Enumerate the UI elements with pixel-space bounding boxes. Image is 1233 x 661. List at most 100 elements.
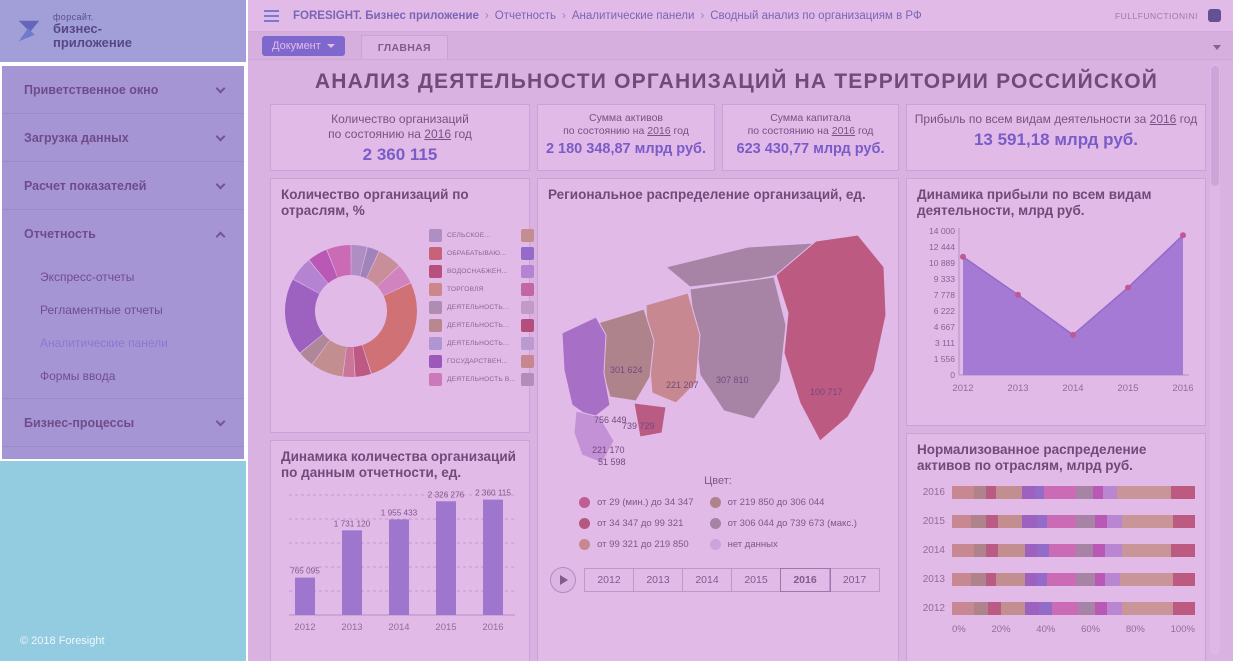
bar-segment[interactable] xyxy=(998,514,1023,528)
bar[interactable] xyxy=(436,501,456,615)
data-point[interactable] xyxy=(1180,232,1186,239)
app-logo[interactable]: форсайт. бизнес- приложение xyxy=(0,0,246,64)
donut-segment[interactable] xyxy=(353,345,372,377)
bar-segment[interactable] xyxy=(1037,572,1047,586)
map-region-west[interactable] xyxy=(561,316,611,420)
bar-segment[interactable] xyxy=(1051,601,1079,615)
donut-segment[interactable] xyxy=(300,333,330,365)
scrollbar-thumb[interactable] xyxy=(1211,66,1219,186)
bar-segment[interactable] xyxy=(1078,601,1096,615)
vertical-scrollbar[interactable] xyxy=(1210,64,1220,655)
sidebar-item-business-processes[interactable]: Бизнес-процессы xyxy=(2,399,244,447)
bar-segment[interactable] xyxy=(1024,601,1040,615)
donut-segment[interactable] xyxy=(377,265,411,296)
sidebar-item-data-load[interactable]: Загрузка данных xyxy=(2,114,244,162)
bar-segment[interactable] xyxy=(1075,572,1096,586)
bar-segment[interactable] xyxy=(986,514,999,528)
donut-segment[interactable] xyxy=(351,244,368,276)
bar[interactable] xyxy=(389,519,409,615)
bar-segment[interactable] xyxy=(1046,514,1076,528)
account-icon[interactable] xyxy=(1208,9,1221,22)
bar-segment[interactable] xyxy=(1024,543,1037,557)
bar[interactable] xyxy=(342,530,362,615)
bar-segment[interactable] xyxy=(1022,485,1035,499)
bar-segment[interactable] xyxy=(1075,485,1093,499)
bar-segment[interactable] xyxy=(1092,543,1105,557)
sidebar-item-welcome[interactable]: Приветственное окно xyxy=(2,66,244,114)
bar-segment[interactable] xyxy=(995,485,1023,499)
data-point[interactable] xyxy=(960,253,966,260)
data-point[interactable] xyxy=(1125,284,1131,291)
map-region-fareast[interactable] xyxy=(775,234,887,442)
bar-segment[interactable] xyxy=(971,514,987,528)
bar-segment[interactable] xyxy=(1046,572,1076,586)
bar-segment[interactable] xyxy=(1049,543,1076,557)
bar-segment[interactable] xyxy=(1092,485,1103,499)
bar-segment[interactable] xyxy=(1173,572,1195,586)
sidebar-item-input-forms[interactable]: Формы ввода xyxy=(2,359,244,392)
timeline-year-2013[interactable]: 2013 xyxy=(634,568,683,591)
bar-segment[interactable] xyxy=(1170,485,1195,499)
bar-segment[interactable] xyxy=(1000,601,1025,615)
timeline-year-2015[interactable]: 2015 xyxy=(732,568,781,591)
bar-segment[interactable] xyxy=(1105,543,1122,557)
toolbar-dropdown-icon[interactable] xyxy=(1213,45,1221,50)
bar[interactable] xyxy=(295,577,315,615)
year-link[interactable]: 2016 xyxy=(424,127,451,141)
timeline-year-2016[interactable]: 2016 xyxy=(780,567,831,592)
bar-segment[interactable] xyxy=(973,485,986,499)
sidebar-item-regulated-reports[interactable]: Регламентные отчеты xyxy=(2,293,244,326)
bar-segment[interactable] xyxy=(1122,601,1174,615)
bar-segment[interactable] xyxy=(971,572,987,586)
bar-segment[interactable] xyxy=(1044,485,1076,499)
bar-segment[interactable] xyxy=(1122,514,1174,528)
bar-segment[interactable] xyxy=(952,485,974,499)
bar-segment[interactable] xyxy=(952,543,974,557)
bar-segment[interactable] xyxy=(1075,514,1096,528)
donut-segment[interactable] xyxy=(327,244,351,278)
bar-segment[interactable] xyxy=(1102,485,1118,499)
sidebar-item-express-reports[interactable]: Экспресс-отчеты xyxy=(2,260,244,293)
data-point[interactable] xyxy=(1015,291,1021,298)
bar-segment[interactable] xyxy=(1173,514,1195,528)
bar-segment[interactable] xyxy=(1117,485,1171,499)
bar-segment[interactable] xyxy=(1119,572,1174,586)
bar-segment[interactable] xyxy=(1107,601,1123,615)
bar-segment[interactable] xyxy=(1105,572,1120,586)
bar-segment[interactable] xyxy=(1095,601,1108,615)
bar-segment[interactable] xyxy=(952,601,974,615)
hamburger-menu-icon[interactable] xyxy=(264,9,279,22)
timeline-year-2017[interactable]: 2017 xyxy=(830,569,879,591)
donut-segment[interactable] xyxy=(366,251,399,287)
bar-segment[interactable] xyxy=(973,543,986,557)
breadcrumb-app[interactable]: FORESIGHT. Бизнес приложение xyxy=(293,9,479,22)
bar-segment[interactable] xyxy=(995,572,1025,586)
breadcrumb-reports[interactable]: Отчетность xyxy=(494,9,557,22)
donut-segment[interactable] xyxy=(293,260,328,294)
donut-segment[interactable] xyxy=(284,279,324,353)
bar-segment[interactable] xyxy=(998,543,1025,557)
bar-segment[interactable] xyxy=(986,485,996,499)
donut-segment[interactable] xyxy=(362,283,418,374)
donut-segment[interactable] xyxy=(312,340,347,377)
bar-segment[interactable] xyxy=(952,514,972,528)
bar-segment[interactable] xyxy=(1173,601,1195,615)
year-link[interactable]: 2016 xyxy=(831,125,856,138)
timeline-year-2012[interactable]: 2012 xyxy=(585,568,634,591)
map-region-caucasus[interactable] xyxy=(633,402,667,438)
bar[interactable] xyxy=(483,499,503,615)
bar-segment[interactable] xyxy=(1022,514,1038,528)
bar-segment[interactable] xyxy=(952,572,972,586)
bar-segment[interactable] xyxy=(1075,543,1093,557)
bar-segment[interactable] xyxy=(1095,514,1108,528)
year-link[interactable]: 2016 xyxy=(647,125,671,138)
bar-segment[interactable] xyxy=(973,601,989,615)
document-menu-button[interactable]: Документ xyxy=(262,36,345,56)
year-link[interactable]: 2016 xyxy=(1149,112,1177,126)
bar-segment[interactable] xyxy=(1107,514,1123,528)
sidebar-item-analytic-panels[interactable]: Аналитические панели xyxy=(2,326,244,359)
bar-segment[interactable] xyxy=(1122,543,1171,557)
data-point[interactable] xyxy=(1070,331,1076,338)
donut-segment[interactable] xyxy=(309,249,338,283)
bar-segment[interactable] xyxy=(1039,601,1052,615)
